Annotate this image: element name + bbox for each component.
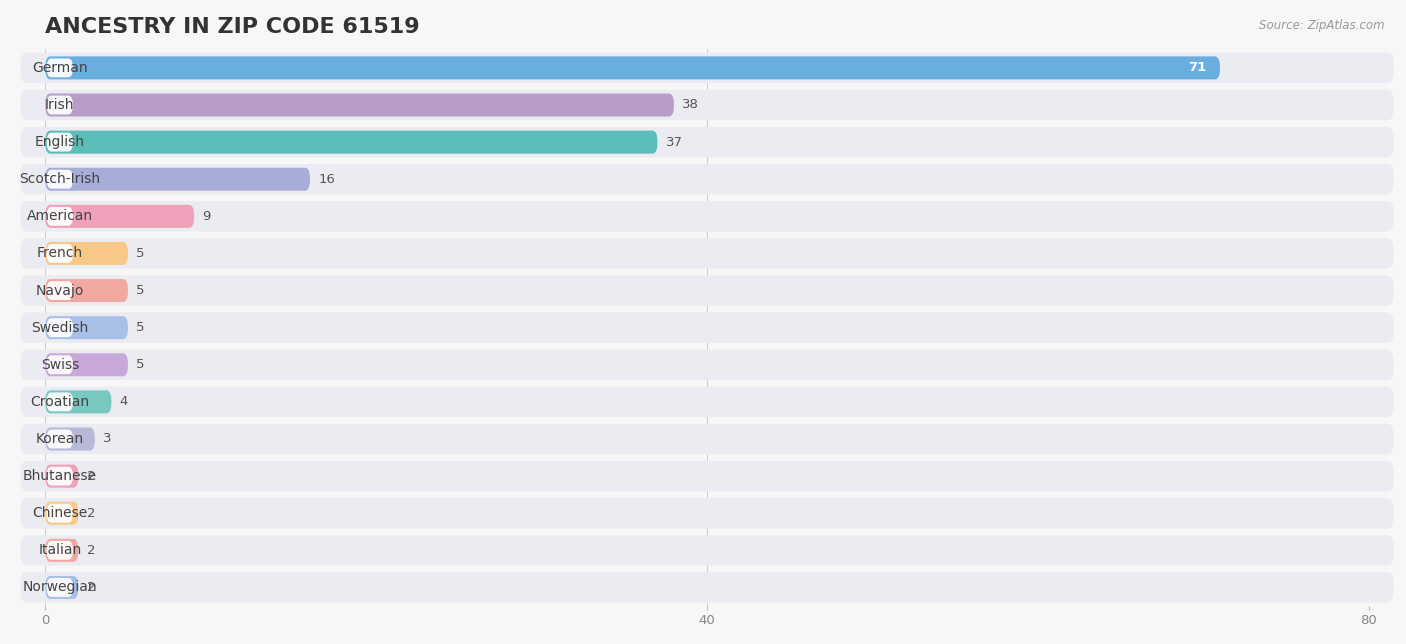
FancyBboxPatch shape	[45, 131, 658, 154]
FancyBboxPatch shape	[45, 576, 79, 599]
FancyBboxPatch shape	[21, 53, 1393, 83]
FancyBboxPatch shape	[21, 127, 1393, 157]
FancyBboxPatch shape	[46, 578, 73, 597]
Text: ANCESTRY IN ZIP CODE 61519: ANCESTRY IN ZIP CODE 61519	[45, 17, 420, 37]
FancyBboxPatch shape	[46, 467, 73, 486]
Text: Scotch-Irish: Scotch-Irish	[20, 172, 100, 186]
FancyBboxPatch shape	[45, 464, 79, 488]
FancyBboxPatch shape	[45, 428, 94, 451]
FancyBboxPatch shape	[21, 90, 1393, 120]
FancyBboxPatch shape	[46, 355, 73, 374]
FancyBboxPatch shape	[45, 57, 1220, 79]
Text: Italian: Italian	[38, 544, 82, 557]
FancyBboxPatch shape	[46, 133, 73, 151]
Text: American: American	[27, 209, 93, 223]
FancyBboxPatch shape	[21, 461, 1393, 491]
FancyBboxPatch shape	[45, 354, 128, 376]
Text: Swiss: Swiss	[41, 358, 79, 372]
FancyBboxPatch shape	[21, 276, 1393, 306]
Text: 71: 71	[1188, 61, 1206, 75]
FancyBboxPatch shape	[21, 164, 1393, 194]
Text: Chinese: Chinese	[32, 506, 87, 520]
Text: English: English	[35, 135, 84, 149]
FancyBboxPatch shape	[46, 95, 73, 115]
FancyBboxPatch shape	[21, 386, 1393, 417]
Text: Navajo: Navajo	[35, 283, 84, 298]
FancyBboxPatch shape	[46, 318, 73, 337]
Text: Swedish: Swedish	[31, 321, 89, 335]
Text: 2: 2	[87, 507, 96, 520]
FancyBboxPatch shape	[21, 535, 1393, 565]
Text: 5: 5	[136, 358, 145, 372]
FancyBboxPatch shape	[45, 279, 128, 302]
Text: 5: 5	[136, 321, 145, 334]
Text: 16: 16	[318, 173, 335, 185]
Text: Croatian: Croatian	[31, 395, 90, 409]
FancyBboxPatch shape	[46, 430, 73, 448]
FancyBboxPatch shape	[45, 167, 309, 191]
Text: 37: 37	[665, 136, 683, 149]
FancyBboxPatch shape	[45, 93, 673, 117]
FancyBboxPatch shape	[45, 502, 79, 525]
FancyBboxPatch shape	[46, 281, 73, 300]
FancyBboxPatch shape	[46, 541, 73, 560]
FancyBboxPatch shape	[21, 350, 1393, 380]
Text: 5: 5	[136, 247, 145, 260]
Text: 5: 5	[136, 284, 145, 297]
Text: 3: 3	[103, 433, 111, 446]
FancyBboxPatch shape	[21, 238, 1393, 269]
FancyBboxPatch shape	[21, 573, 1393, 603]
FancyBboxPatch shape	[45, 539, 79, 562]
FancyBboxPatch shape	[46, 504, 73, 523]
Text: Source: ZipAtlas.com: Source: ZipAtlas.com	[1260, 19, 1385, 32]
FancyBboxPatch shape	[46, 392, 73, 412]
Text: Norwegian: Norwegian	[22, 580, 97, 594]
FancyBboxPatch shape	[21, 201, 1393, 232]
Text: Korean: Korean	[35, 432, 84, 446]
FancyBboxPatch shape	[45, 316, 128, 339]
FancyBboxPatch shape	[46, 207, 73, 226]
Text: 38: 38	[682, 99, 699, 111]
FancyBboxPatch shape	[45, 205, 194, 228]
Text: 9: 9	[202, 210, 211, 223]
FancyBboxPatch shape	[21, 312, 1393, 343]
Text: 2: 2	[87, 544, 96, 557]
Text: 4: 4	[120, 395, 128, 408]
FancyBboxPatch shape	[46, 59, 73, 77]
Text: Irish: Irish	[45, 98, 75, 112]
Text: 2: 2	[87, 469, 96, 482]
Text: Bhutanese: Bhutanese	[22, 469, 97, 483]
FancyBboxPatch shape	[46, 170, 73, 189]
Text: French: French	[37, 247, 83, 260]
FancyBboxPatch shape	[21, 424, 1393, 454]
Text: 2: 2	[87, 581, 96, 594]
FancyBboxPatch shape	[45, 390, 111, 413]
FancyBboxPatch shape	[45, 242, 128, 265]
Text: German: German	[32, 61, 87, 75]
FancyBboxPatch shape	[46, 244, 73, 263]
FancyBboxPatch shape	[21, 498, 1393, 529]
